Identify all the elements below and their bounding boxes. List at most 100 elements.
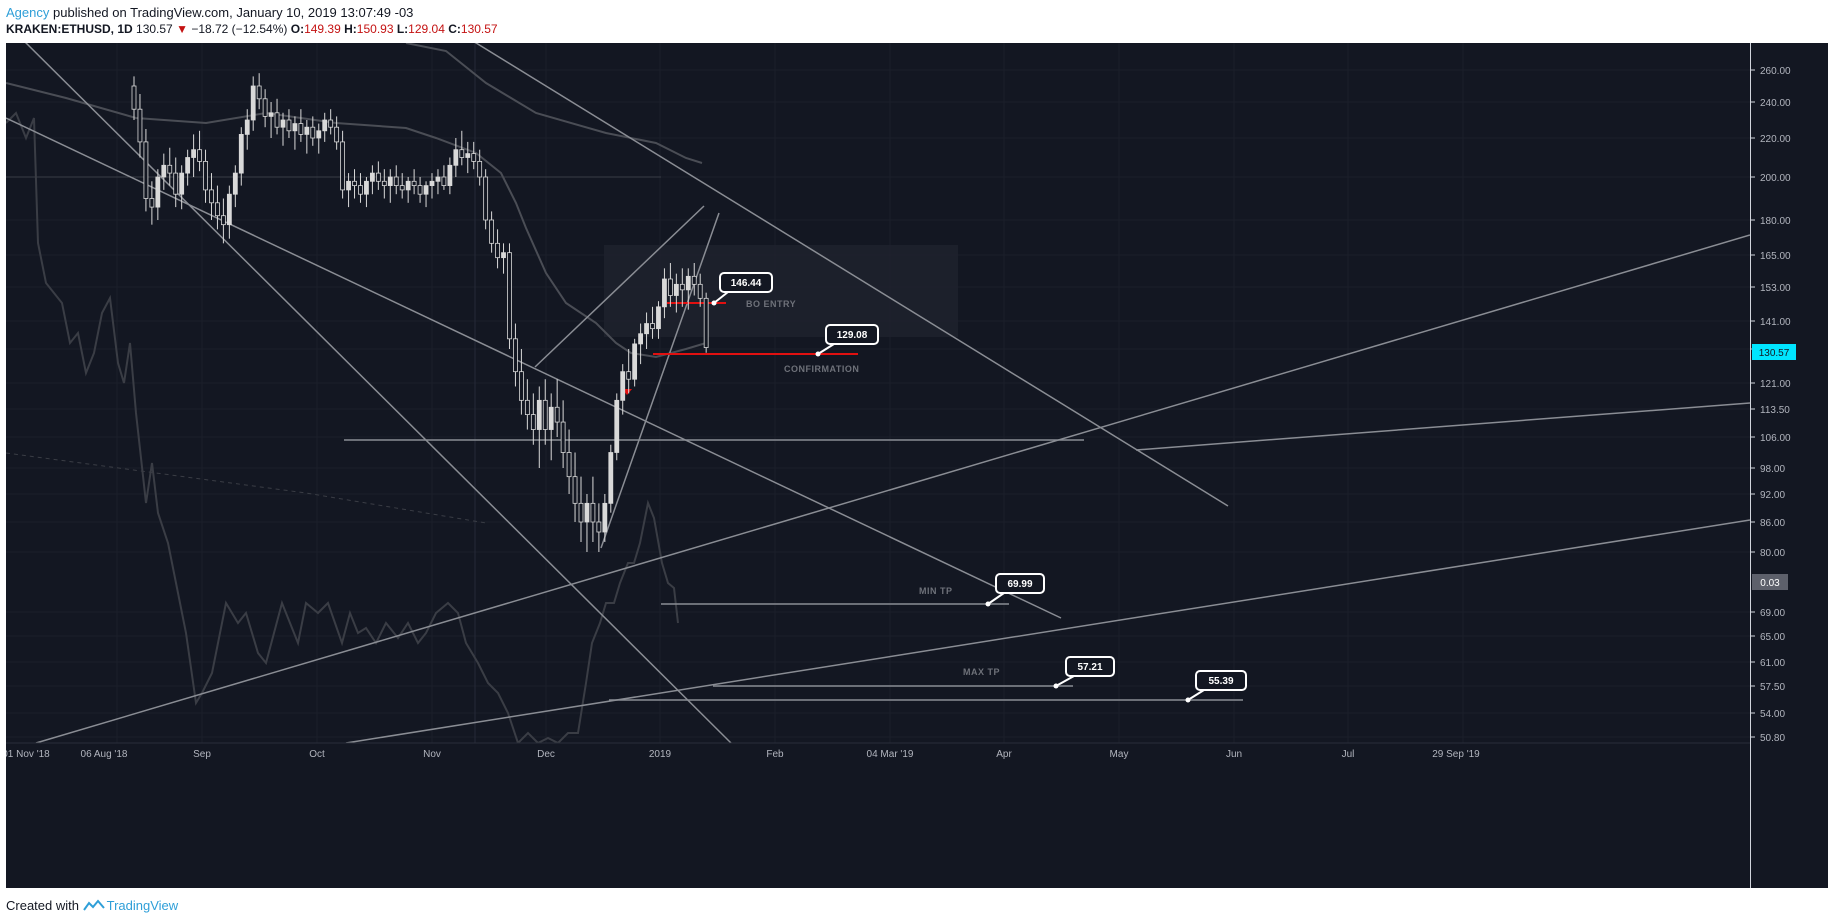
candle-body <box>340 141 346 191</box>
candle-body <box>250 85 256 121</box>
candle-body <box>668 278 673 296</box>
candle-body <box>387 176 393 186</box>
candle-body <box>471 153 477 162</box>
candle-body <box>441 176 447 186</box>
y-tick-label: 57.50 <box>1760 682 1785 693</box>
candle-body <box>477 161 483 178</box>
candle-body <box>244 119 250 135</box>
drawings-layer <box>6 43 1750 744</box>
candle-body <box>167 164 173 174</box>
callout-value: 57.21 <box>1077 662 1102 673</box>
candle-body <box>316 130 322 139</box>
candle-body <box>369 172 375 182</box>
candle-body <box>179 172 185 195</box>
high-label: H: <box>344 22 357 36</box>
candle-body <box>298 123 304 135</box>
candle-body <box>489 219 495 244</box>
candle-body <box>685 275 691 291</box>
candle-body <box>352 180 357 187</box>
candle-body <box>226 193 232 226</box>
price-axis[interactable]: 260.00 240.00 220.00 200.00 180.00 165.00 153.… <box>1750 43 1828 888</box>
candle-body <box>262 98 268 117</box>
y-tick-label: 180.00 <box>1760 216 1791 227</box>
callout-pointer <box>713 291 729 304</box>
candle-body <box>548 406 554 430</box>
candle-body <box>435 176 441 182</box>
callout-anchor <box>1053 683 1059 689</box>
x-tick-label: 01 Nov '18 <box>6 749 50 760</box>
candle-body <box>650 323 655 330</box>
candle-body <box>304 126 310 135</box>
callout-box <box>1195 670 1247 691</box>
callout-anchor <box>711 300 717 306</box>
annotations-layer: 146.44 BO ENTRY 129.08 CONFIRMATION 69.99 MIN… <box>711 272 1247 703</box>
change-arrow-icon: ▼ <box>176 22 188 36</box>
y-tick-label: 260.00 <box>1760 66 1791 77</box>
candles-layer <box>131 73 709 552</box>
candle-body <box>310 126 316 139</box>
candle-body <box>507 252 512 340</box>
candle-body <box>417 185 423 195</box>
candle-body <box>662 278 667 308</box>
callout-box <box>719 272 773 293</box>
tradingview-brand[interactable]: TradingView <box>106 898 179 913</box>
candle-body <box>465 153 471 158</box>
candle-body <box>256 85 262 100</box>
candle-body <box>220 215 226 226</box>
candle-body <box>209 189 214 204</box>
close-value: 130.57 <box>460 22 498 36</box>
low-label: L: <box>396 22 409 36</box>
footer: Created with TradingView <box>6 898 178 913</box>
y-tick-label: 98.00 <box>1760 464 1785 475</box>
chart-svg[interactable]: 146.44 BO ENTRY 129.08 CONFIRMATION 69.99 MIN… <box>6 43 1750 888</box>
x-tick-label: Feb <box>766 749 784 760</box>
x-tick-label: Sep <box>193 749 211 760</box>
candle-body <box>423 185 429 195</box>
trendline-ascending-2 <box>345 519 1750 744</box>
candle-body <box>429 180 435 187</box>
chart-area[interactable]: 146.44 BO ENTRY 129.08 CONFIRMATION 69.99 MIN… <box>6 43 1750 888</box>
created-with-label: Created with <box>6 898 79 913</box>
x-tick-label: Dec <box>537 749 555 760</box>
callout-anchor <box>1185 697 1191 703</box>
last-price-badge <box>1752 344 1796 360</box>
candle-body <box>590 502 596 523</box>
candle-body <box>149 198 155 208</box>
open-label: O: <box>290 22 305 36</box>
trendline-ascending-1 <box>35 234 1750 744</box>
candle-body <box>530 414 536 430</box>
candle-body <box>536 399 542 430</box>
candle-body <box>566 452 572 478</box>
candle-body <box>411 180 417 187</box>
candle-body <box>399 185 405 191</box>
candle-body <box>286 119 292 132</box>
x-tick-label: Nov <box>423 749 441 760</box>
candle-body <box>572 476 578 504</box>
candle-body <box>197 149 202 162</box>
wedge-lower-line <box>600 212 720 549</box>
publisher-link[interactable]: Agency <box>6 5 50 20</box>
candle-body <box>483 176 489 221</box>
candle-body <box>608 452 614 504</box>
close-label: C: <box>448 22 461 36</box>
callout-value: 69.99 <box>1007 579 1032 590</box>
candle-body <box>393 176 399 186</box>
candle-body <box>447 164 453 187</box>
candle-body <box>358 185 363 195</box>
candle-body <box>334 126 340 143</box>
x-tick-label: May <box>1110 749 1129 760</box>
indicator-badge <box>1752 574 1788 590</box>
candle-body <box>191 149 197 158</box>
candle-body <box>143 141 149 199</box>
y-tick-label: 50.80 <box>1760 733 1785 744</box>
callout-pointer <box>987 592 1005 605</box>
annotation-text: MIN TP <box>919 586 953 596</box>
y-tick-label: 106.00 <box>1760 433 1791 444</box>
candle-body <box>632 343 638 380</box>
candle-body <box>238 134 244 174</box>
trendline-descending-1 <box>6 117 1062 619</box>
y-tick-label: 92.00 <box>1760 490 1785 501</box>
callout-pointer <box>1187 689 1205 701</box>
candle-body <box>280 119 286 128</box>
candle-body <box>364 180 369 195</box>
